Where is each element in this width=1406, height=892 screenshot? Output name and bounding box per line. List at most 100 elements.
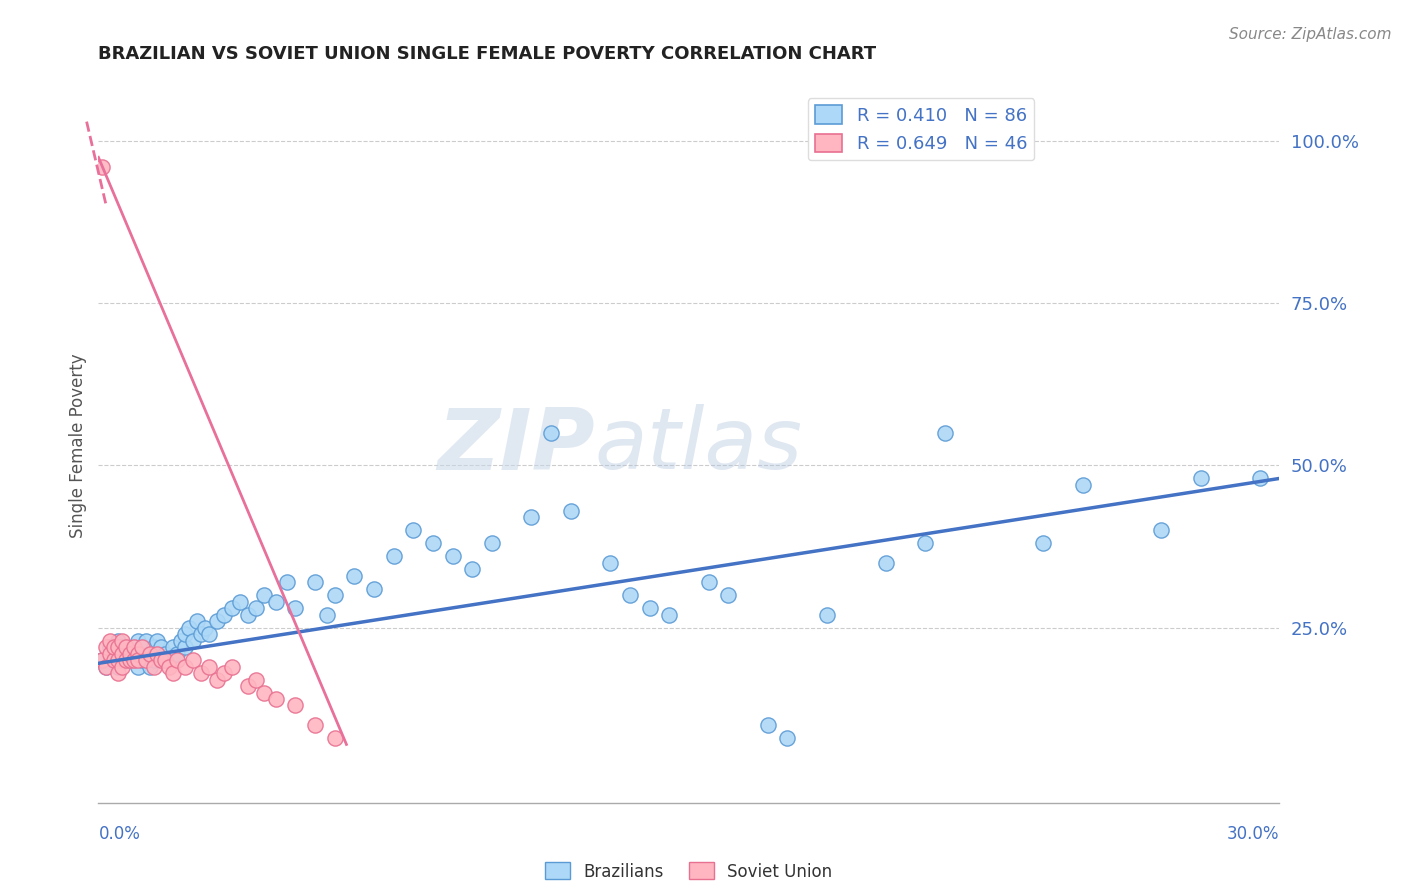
Point <box>1189 471 1212 485</box>
Point <box>221 601 243 615</box>
Point <box>138 659 160 673</box>
Point <box>98 633 121 648</box>
Point <box>214 666 236 681</box>
Point <box>205 673 228 687</box>
Point <box>111 659 134 673</box>
Point <box>142 659 165 673</box>
Point <box>323 731 346 745</box>
Point <box>127 659 149 673</box>
Point <box>599 556 621 570</box>
Point <box>190 627 212 641</box>
Point <box>122 653 145 667</box>
Point <box>186 614 208 628</box>
Point <box>264 692 287 706</box>
Text: Source: ZipAtlas.com: Source: ZipAtlas.com <box>1229 27 1392 42</box>
Point <box>343 568 366 582</box>
Point <box>1150 524 1173 538</box>
Point <box>150 653 173 667</box>
Point <box>150 640 173 654</box>
Point <box>111 633 134 648</box>
Point <box>162 640 184 654</box>
Point <box>118 653 141 667</box>
Point <box>162 666 184 681</box>
Point <box>1032 536 1054 550</box>
Point <box>166 647 188 661</box>
Y-axis label: Single Female Poverty: Single Female Poverty <box>69 354 87 538</box>
Point <box>107 666 129 681</box>
Point <box>181 653 204 667</box>
Point <box>122 653 145 667</box>
Point <box>205 614 228 628</box>
Point <box>221 659 243 673</box>
Point <box>155 653 177 667</box>
Point <box>323 588 346 602</box>
Point <box>190 666 212 681</box>
Point <box>135 653 157 667</box>
Point <box>276 575 298 590</box>
Point <box>98 640 121 654</box>
Point <box>481 536 503 550</box>
Point <box>91 160 114 174</box>
Point <box>138 647 160 661</box>
Point <box>103 647 125 661</box>
Point <box>717 588 740 602</box>
Point <box>98 647 121 661</box>
Point <box>619 588 641 602</box>
Point <box>461 562 484 576</box>
Point <box>264 595 287 609</box>
Point <box>1071 478 1094 492</box>
Point <box>157 659 180 673</box>
Point <box>174 627 197 641</box>
Text: 0.0%: 0.0% <box>98 825 141 843</box>
Point <box>131 653 153 667</box>
Point <box>174 659 197 673</box>
Point <box>127 647 149 661</box>
Point <box>245 673 267 687</box>
Point <box>91 653 114 667</box>
Point <box>98 647 121 661</box>
Point <box>115 640 138 654</box>
Point <box>402 524 425 538</box>
Point <box>194 621 217 635</box>
Point <box>363 582 385 596</box>
Point <box>150 653 173 667</box>
Point <box>103 653 125 667</box>
Point <box>91 653 114 667</box>
Point <box>304 718 326 732</box>
Point <box>560 504 582 518</box>
Point <box>107 653 129 667</box>
Point <box>197 627 219 641</box>
Point <box>118 647 141 661</box>
Point <box>107 640 129 654</box>
Point <box>157 653 180 667</box>
Point <box>181 633 204 648</box>
Point <box>127 633 149 648</box>
Point <box>284 698 307 713</box>
Point <box>284 601 307 615</box>
Point <box>131 640 153 654</box>
Point <box>236 679 259 693</box>
Point <box>236 607 259 622</box>
Point <box>177 621 200 635</box>
Point <box>103 640 125 654</box>
Point <box>111 640 134 654</box>
Point <box>127 653 149 667</box>
Point <box>166 653 188 667</box>
Text: 30.0%: 30.0% <box>1227 825 1279 843</box>
Point <box>214 607 236 622</box>
Point <box>174 640 197 654</box>
Point <box>776 731 799 745</box>
Text: BRAZILIAN VS SOVIET UNION SINGLE FEMALE POVERTY CORRELATION CHART: BRAZILIAN VS SOVIET UNION SINGLE FEMALE … <box>98 45 876 62</box>
Point <box>1249 471 1271 485</box>
Point <box>422 536 444 550</box>
Point <box>111 647 134 661</box>
Point <box>118 647 141 661</box>
Text: atlas: atlas <box>595 404 803 488</box>
Point <box>107 659 129 673</box>
Point <box>135 633 157 648</box>
Point <box>96 640 118 654</box>
Point <box>697 575 720 590</box>
Point <box>914 536 936 550</box>
Point <box>658 607 681 622</box>
Point <box>118 653 141 667</box>
